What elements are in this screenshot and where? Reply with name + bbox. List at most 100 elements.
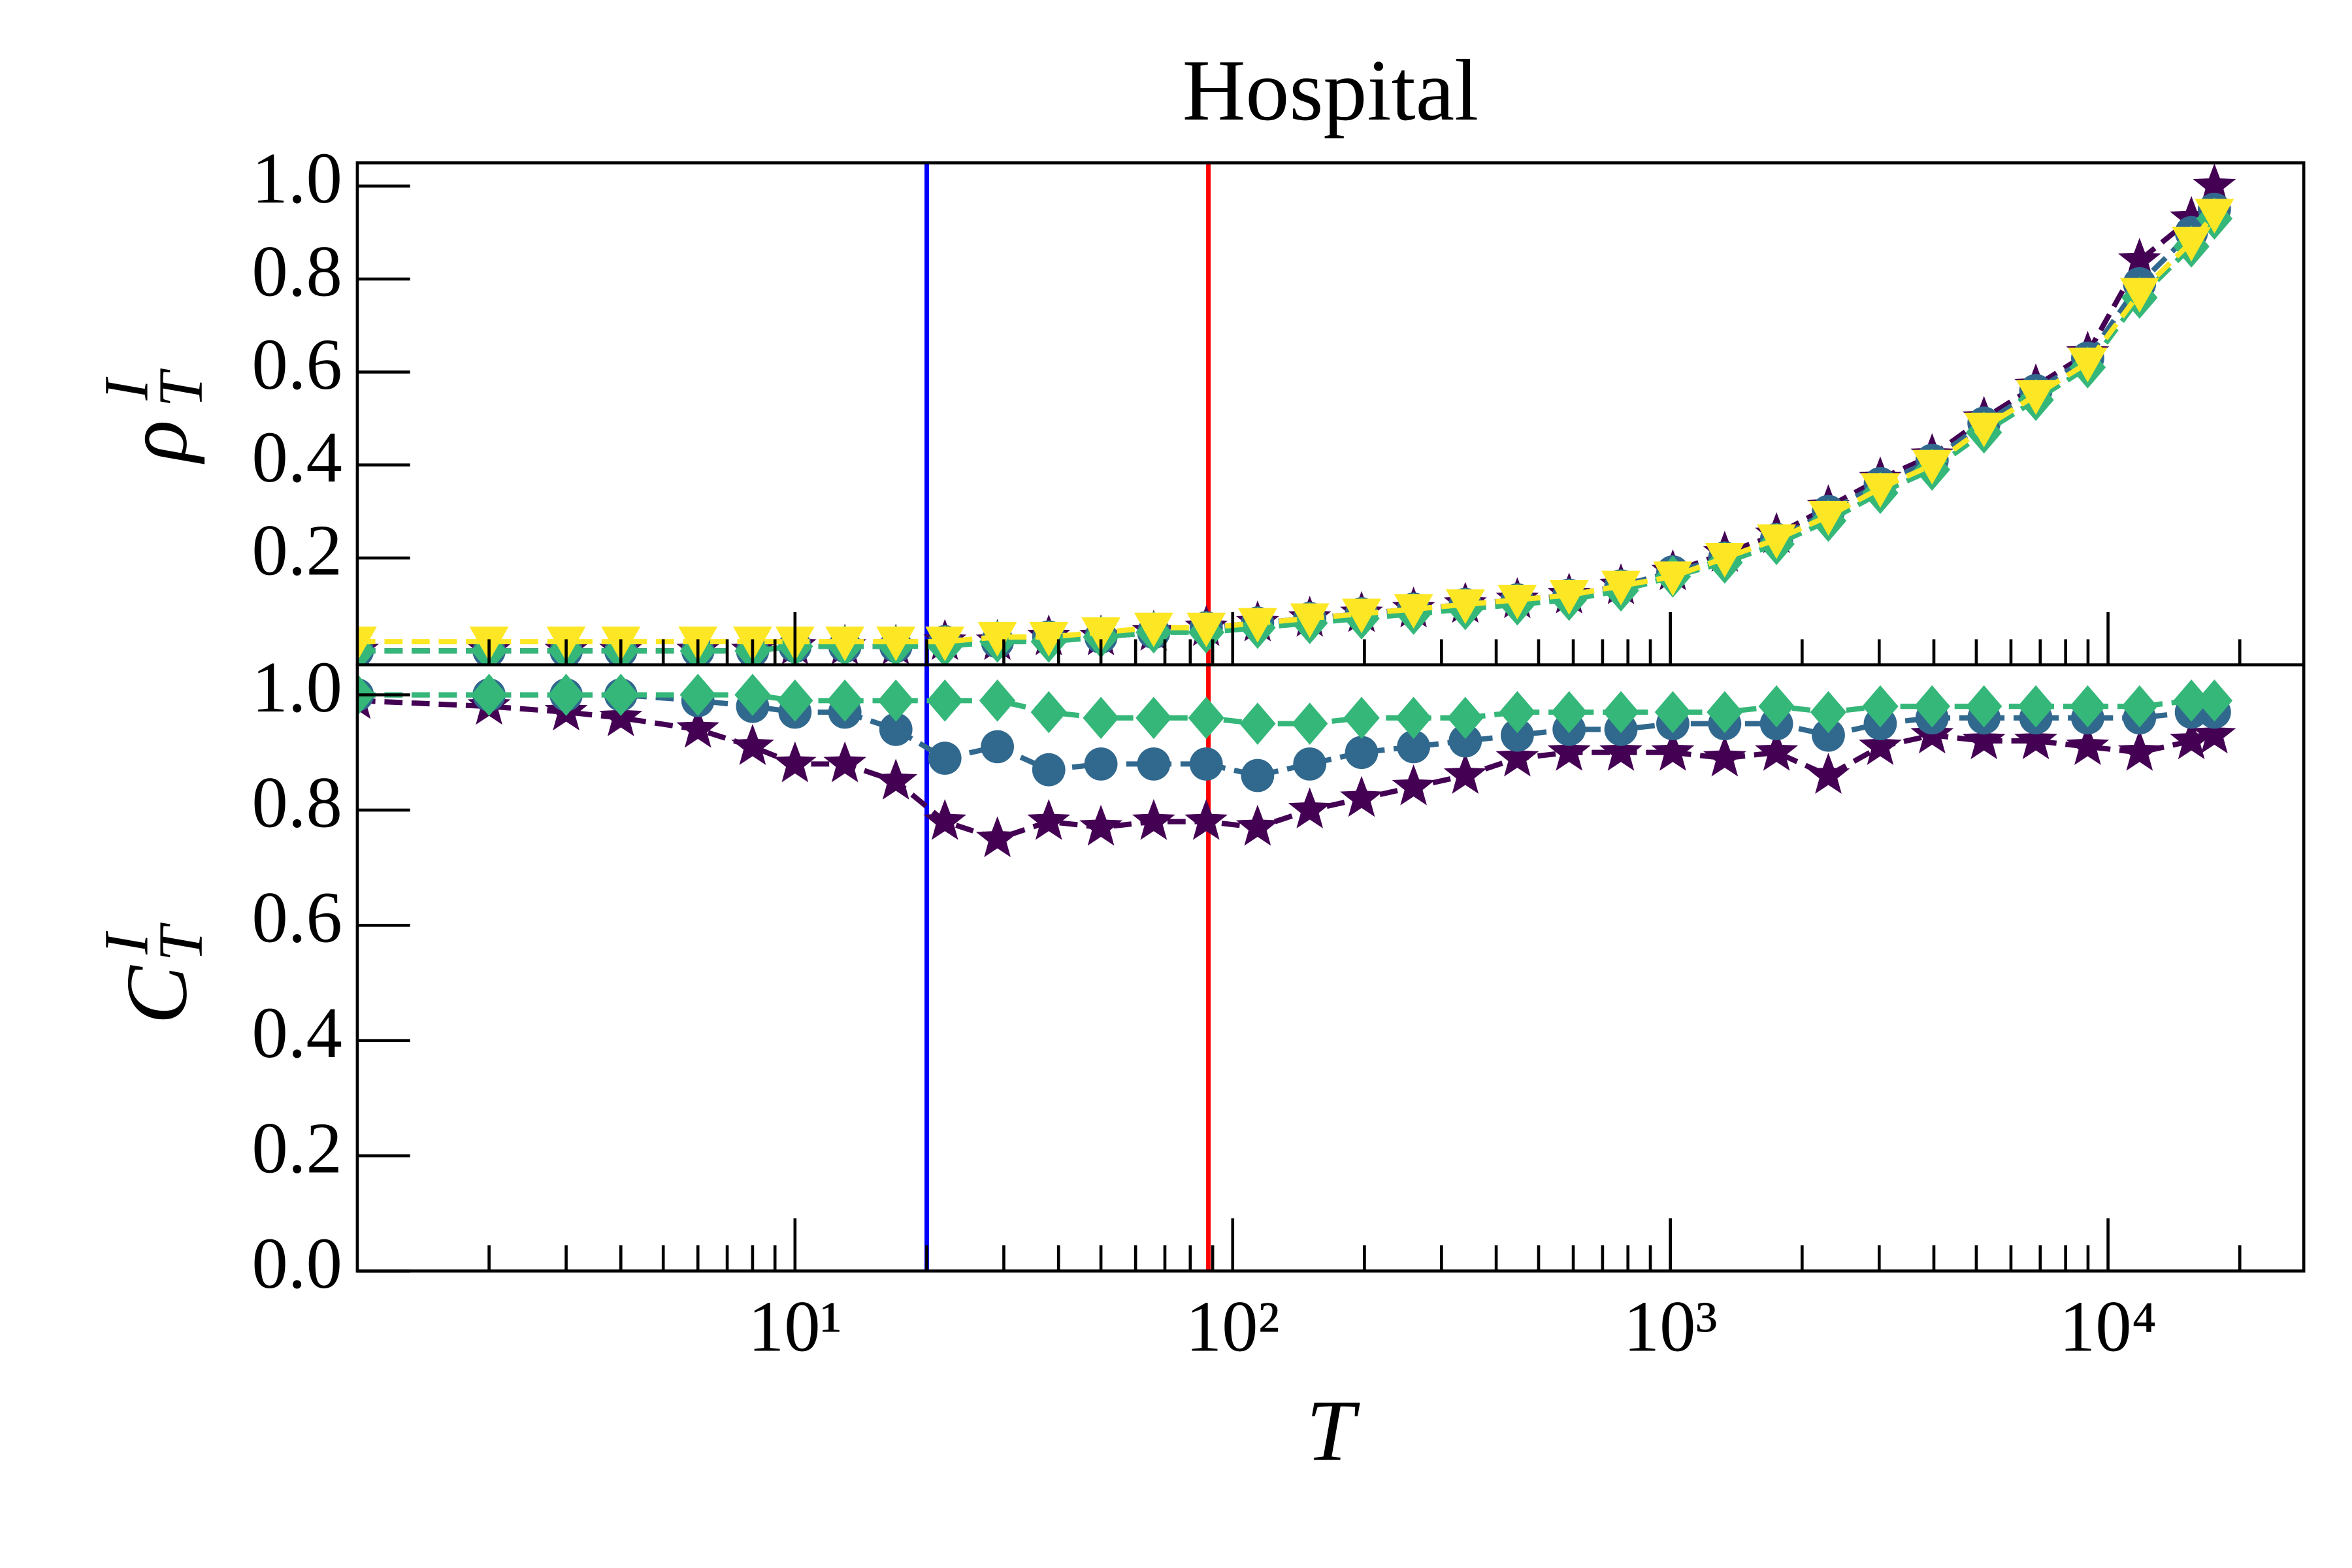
marker — [1962, 718, 2006, 760]
marker — [1397, 730, 1431, 764]
marker — [823, 741, 867, 783]
y-axis-label-sub: T — [145, 368, 215, 407]
axes-frame — [355, 663, 2306, 1273]
marker — [1964, 412, 2004, 448]
marker — [1599, 730, 1642, 771]
marker — [1703, 735, 1746, 777]
marker — [1547, 730, 1591, 771]
marker — [1345, 736, 1379, 770]
y-tick-label: 1.0 — [252, 138, 342, 218]
marker — [1394, 594, 1433, 629]
marker — [1601, 570, 1641, 606]
marker — [923, 798, 967, 840]
marker — [1653, 561, 1693, 596]
marker — [1448, 724, 1482, 758]
x-tick-label: 10¹ — [748, 1286, 842, 1367]
marker — [731, 724, 774, 765]
marker — [2170, 718, 2213, 760]
marker — [1495, 735, 1539, 777]
marker — [1186, 612, 1226, 647]
marker — [1651, 730, 1695, 771]
marker — [1241, 759, 1275, 792]
marker — [2016, 380, 2056, 415]
y-axis-label-sup: I — [91, 376, 161, 401]
y-tick-label: 0.2 — [252, 510, 342, 590]
marker — [2068, 348, 2108, 383]
marker — [825, 627, 865, 662]
marker — [1445, 589, 1485, 625]
marker — [2172, 227, 2212, 262]
y-axis-label: ρTI — [91, 368, 215, 465]
marker — [1032, 753, 1066, 787]
marker — [1501, 718, 1534, 752]
y-tick-label: 0.6 — [252, 324, 342, 404]
marker — [1184, 798, 1228, 840]
y-tick-label: 1.0 — [252, 647, 342, 727]
marker — [1079, 804, 1123, 846]
marker — [981, 730, 1014, 764]
marker — [2117, 238, 2161, 279]
marker — [1290, 603, 1330, 638]
marker — [1081, 617, 1121, 652]
marker — [979, 679, 1016, 722]
marker — [1027, 798, 1071, 840]
marker — [1288, 787, 1331, 828]
marker — [1084, 747, 1118, 781]
marker — [1808, 500, 1848, 536]
marker — [2117, 730, 2161, 771]
marker — [975, 816, 1019, 858]
marker — [2119, 278, 2159, 313]
y-tick-label: 0.4 — [252, 992, 342, 1073]
marker — [928, 742, 962, 775]
marker — [1443, 753, 1487, 794]
marker — [1132, 798, 1175, 840]
marker — [1237, 608, 1277, 643]
plot-area — [357, 163, 2236, 665]
marker — [874, 759, 918, 800]
marker — [1812, 718, 1845, 752]
y-tick-label: 0.2 — [252, 1107, 342, 1188]
marker — [977, 621, 1017, 657]
y-tick-label: 0.0 — [252, 1223, 342, 1303]
y-tick-label: 0.8 — [252, 762, 342, 842]
marker — [2193, 712, 2236, 754]
y-tick-label: 0.8 — [252, 231, 342, 312]
marker — [2066, 724, 2110, 765]
y-axis-label-sub: T — [145, 923, 215, 962]
marker — [877, 679, 914, 722]
marker — [1029, 621, 1069, 657]
marker — [1757, 524, 1797, 559]
marker — [1705, 542, 1744, 578]
marker — [1189, 747, 1223, 781]
x-axis-label: T — [1306, 1382, 1360, 1479]
marker — [2195, 199, 2234, 234]
marker — [2193, 163, 2236, 204]
x-tick-label: 10³ — [1624, 1286, 1718, 1367]
marker — [676, 706, 720, 748]
y-tick-label: 0.4 — [252, 417, 342, 497]
marker — [879, 713, 913, 746]
marker — [773, 741, 817, 783]
marker — [1392, 764, 1435, 806]
marker — [1134, 612, 1173, 647]
marker — [1137, 747, 1171, 781]
marker — [2014, 718, 2057, 760]
marker — [1755, 730, 1799, 771]
marker — [1806, 753, 1850, 794]
plot-area — [357, 664, 2236, 1271]
y-tick-label: 0.6 — [252, 877, 342, 958]
marker — [925, 627, 965, 662]
marker — [876, 627, 916, 662]
marker — [357, 627, 377, 662]
y-axis-label-base: ρ — [108, 420, 205, 465]
marker — [1912, 449, 1952, 485]
marker — [1293, 747, 1327, 781]
y-axis-label-base: C — [108, 965, 205, 1024]
y-axis-label: CTI — [91, 923, 215, 1024]
y-axis-label-sup: I — [91, 930, 161, 955]
marker — [1859, 724, 1902, 765]
marker — [1497, 585, 1537, 620]
marker — [1340, 776, 1383, 817]
